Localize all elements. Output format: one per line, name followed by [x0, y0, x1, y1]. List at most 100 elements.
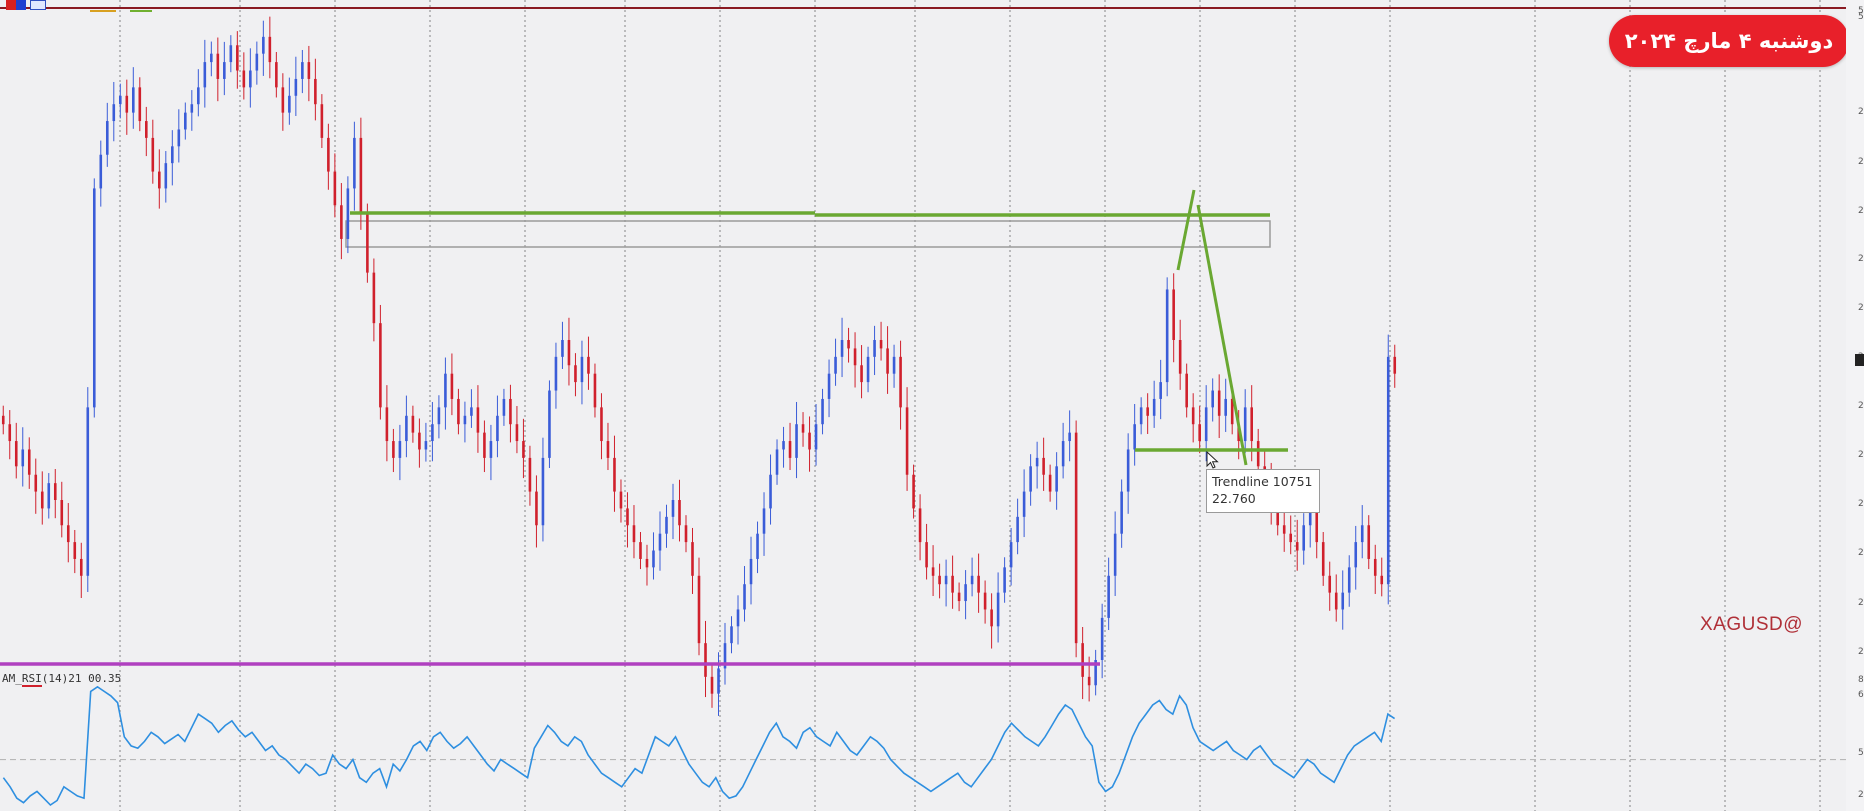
candle-body-143 [931, 567, 935, 576]
candle-body-148 [964, 584, 967, 602]
price-axis-tick: 2 [1858, 450, 1864, 460]
candle-body-99 [645, 558, 649, 568]
drawing-objects[interactable] [0, 189, 1288, 687]
candle-body-133 [866, 356, 870, 383]
price-axis-tick: 2 [1858, 157, 1864, 167]
candle-body-109 [710, 676, 714, 694]
candle-body-98 [639, 542, 642, 559]
indicator-label: AM_RSI(14)21 00.35 [2, 672, 122, 685]
candle-body-207 [1347, 567, 1351, 593]
current-price-marker [1855, 354, 1864, 366]
candle-body-162 [1055, 466, 1058, 492]
candle-body-58 [379, 323, 382, 408]
candle-body-147 [957, 592, 961, 602]
candle-body-113 [736, 609, 740, 627]
candle-body-186 [1211, 390, 1214, 408]
candle-body-89 [580, 356, 584, 383]
candle-body-111 [723, 643, 727, 669]
candle-body-200 [1302, 525, 1306, 551]
candle-body-189 [1230, 398, 1234, 425]
candle-body-24 [158, 171, 161, 189]
price-axis-tick: 2 [1858, 647, 1864, 657]
toolbar-line-icon[interactable] [90, 0, 116, 12]
candle-body-73 [476, 407, 480, 433]
toolbar-line-icon[interactable] [130, 0, 152, 12]
drawing-objects-back[interactable] [0, 7, 1864, 248]
candle-body-20 [131, 87, 135, 113]
candle-body-208 [1354, 542, 1358, 568]
toolbar-box-icon[interactable] [30, 0, 46, 10]
candle-body-25 [164, 163, 168, 189]
candle-body-192 [1250, 407, 1253, 442]
candle-body-130 [847, 340, 850, 349]
candle-body-15 [99, 154, 103, 189]
price-axis-tick: 2 [1858, 401, 1864, 411]
candle-body-71 [463, 415, 467, 425]
candle-body-97 [632, 525, 636, 543]
candle-body-171 [1113, 533, 1117, 576]
candle-body-95 [619, 491, 623, 509]
candle-body-47 [307, 62, 311, 79]
candle-body-187 [1217, 390, 1221, 416]
candle-body-160 [1042, 457, 1045, 475]
candle-body-184 [1198, 424, 1201, 442]
candle-body-212 [1380, 575, 1384, 585]
candle-body-17 [112, 104, 116, 122]
candle-body-36 [236, 45, 239, 71]
candle-body-93 [606, 441, 610, 458]
candle-body-141 [918, 508, 922, 543]
candle-body-33 [216, 53, 220, 79]
tooltip-value: 22.760 [1212, 491, 1256, 506]
candle-body-214 [1393, 356, 1397, 374]
candle-body-164 [1068, 432, 1071, 442]
symbol-watermark: XAGUSD@ [1700, 614, 1804, 635]
candle-body-21 [138, 87, 142, 122]
mouse-cursor-icon [1206, 451, 1219, 469]
candle-body-185 [1204, 407, 1208, 442]
candle-body-43 [281, 87, 285, 113]
candle-body-180 [1172, 289, 1175, 340]
candle-body-66 [431, 424, 434, 442]
candle-body-64 [418, 432, 421, 450]
candle-body-76 [496, 415, 499, 442]
candle-body-199 [1295, 542, 1299, 551]
candle-body-118 [769, 474, 772, 509]
candle-body-44 [288, 95, 291, 113]
candle-body-179 [1165, 289, 1169, 383]
trendline-tooltip: Trendline 10751 22.760 [1206, 469, 1320, 513]
toolbar-color-icon[interactable] [6, 0, 26, 10]
candle-body-1 [8, 424, 12, 442]
candle-body-27 [177, 129, 181, 147]
candle-body-26 [171, 146, 174, 164]
candle-body-78 [509, 398, 512, 425]
candle-body-153 [996, 592, 1000, 627]
candle-body-94 [613, 457, 616, 492]
candle-body-134 [873, 340, 876, 357]
candle-body-158 [1029, 466, 1032, 492]
candle-body-193 [1256, 441, 1260, 467]
candle-body-137 [892, 356, 896, 374]
price-axis[interactable] [1846, 0, 1864, 811]
rsi-indicator [0, 685, 1846, 807]
candle-body-205 [1334, 592, 1338, 610]
price-axis-tick: 2 [1858, 107, 1864, 117]
chart-toolbar[interactable] [0, 0, 200, 12]
candle-body-59 [385, 407, 389, 442]
candle-body-40 [262, 36, 265, 54]
candle-body-92 [600, 407, 603, 442]
price-axis-tick: 2 [1858, 206, 1864, 216]
candle-body-74 [483, 432, 486, 458]
candle-body-39 [255, 53, 259, 71]
candle-body-60 [392, 441, 395, 458]
candle-body-83 [541, 457, 545, 526]
date-badge: دوشنبه ۴ مارچ ۲۰۲۴ [1609, 15, 1849, 67]
candle-body-34 [223, 62, 226, 79]
candle-body-69 [450, 373, 454, 399]
candle-body-154 [1003, 567, 1006, 593]
candle-body-146 [951, 575, 954, 593]
candle-body-55 [359, 137, 363, 214]
candle-body-38 [249, 70, 252, 88]
candle-body-159 [1035, 457, 1039, 467]
